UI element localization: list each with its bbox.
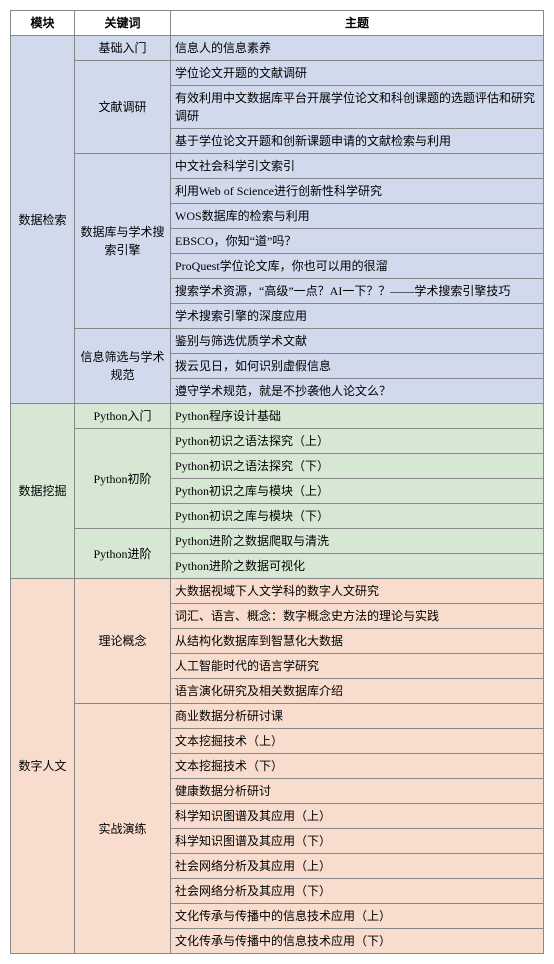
table-row: 信息筛选与学术规范鉴别与筛选优质学术文献 [11,329,544,354]
table-row: 文献调研学位论文开题的文献调研 [11,61,544,86]
topic-cell: Python程序设计基础 [171,404,544,429]
topic-cell: WOS数据库的检索与利用 [171,204,544,229]
topic-cell: 大数据视域下人文学科的数字人文研究 [171,579,544,604]
topic-cell: 从结构化数据库到智慧化大数据 [171,629,544,654]
table-row: Python初阶Python初识之语法探究（上） [11,429,544,454]
topic-cell: 信息人的信息素养 [171,36,544,61]
keyword-cell: Python入门 [75,404,171,429]
topic-cell: 语言演化研究及相关数据库介绍 [171,679,544,704]
table-row: 数字人文理论概念大数据视域下人文学科的数字人文研究 [11,579,544,604]
keyword-cell: 实战演练 [75,704,171,954]
header-topic: 主题 [171,11,544,36]
topic-cell: 文化传承与传播中的信息技术应用（上） [171,904,544,929]
topic-cell: 科学知识图谱及其应用（下） [171,829,544,854]
module-cell: 数据挖掘 [11,404,75,579]
topic-cell: ProQuest学位论文库，你也可以用的很溜 [171,254,544,279]
header-module: 模块 [11,11,75,36]
topic-cell: 鉴别与筛选优质学术文献 [171,329,544,354]
topic-cell: 文本挖掘技术（上） [171,729,544,754]
topic-cell: Python初识之语法探究（下） [171,454,544,479]
header-keyword: 关键词 [75,11,171,36]
topic-cell: Python进阶之数据爬取与清洗 [171,529,544,554]
keyword-cell: 理论概念 [75,579,171,704]
topic-cell: 利用Web of Science进行创新性科学研究 [171,179,544,204]
module-cell: 数字人文 [11,579,75,954]
table-row: 数据检索基础入门信息人的信息素养 [11,36,544,61]
keyword-cell: 信息筛选与学术规范 [75,329,171,404]
topic-cell: 学术搜索引擎的深度应用 [171,304,544,329]
topic-cell: 学位论文开题的文献调研 [171,61,544,86]
topic-cell: 商业数据分析研讨课 [171,704,544,729]
topic-cell: 搜索学术资源，“高级”一点？AI一下？？——学术搜索引擎技巧 [171,279,544,304]
table-row: 数据库与学术搜索引擎中文社会科学引文索引 [11,154,544,179]
topic-cell: 文化传承与传播中的信息技术应用（下） [171,929,544,954]
topic-cell: 有效利用中文数据库平台开展学位论文和科创课题的选题评估和研究调研 [171,86,544,129]
keyword-cell: 数据库与学术搜索引擎 [75,154,171,329]
topic-cell: 拨云见日，如何识别虚假信息 [171,354,544,379]
table-row: 数据挖掘Python入门Python程序设计基础 [11,404,544,429]
topic-cell: 基于学位论文开题和创新课题申请的文献检索与利用 [171,129,544,154]
keyword-cell: 基础入门 [75,36,171,61]
topic-cell: Python初识之库与模块（上） [171,479,544,504]
topic-cell: Python初识之语法探究（上） [171,429,544,454]
topic-cell: 社会网络分析及其应用（下） [171,879,544,904]
topic-cell: EBSCO，你知“道”吗？ [171,229,544,254]
keyword-cell: Python进阶 [75,529,171,579]
topic-cell: 健康数据分析研讨 [171,779,544,804]
topic-cell: 遵守学术规范，就是不抄袭他人论文么？ [171,379,544,404]
topic-cell: 文本挖掘技术（下） [171,754,544,779]
topic-cell: Python进阶之数据可视化 [171,554,544,579]
topic-cell: 词汇、语言、概念：数字概念史方法的理论与实践 [171,604,544,629]
topic-cell: 中文社会科学引文索引 [171,154,544,179]
topic-cell: 人工智能时代的语言学研究 [171,654,544,679]
table-row: Python进阶Python进阶之数据爬取与清洗 [11,529,544,554]
keyword-cell: Python初阶 [75,429,171,529]
module-cell: 数据检索 [11,36,75,404]
curriculum-table: 模块 关键词 主题 数据检索基础入门信息人的信息素养文献调研学位论文开题的文献调… [10,10,544,954]
table-row: 实战演练商业数据分析研讨课 [11,704,544,729]
topic-cell: Python初识之库与模块（下） [171,504,544,529]
topic-cell: 社会网络分析及其应用（上） [171,854,544,879]
header-row: 模块 关键词 主题 [11,11,544,36]
keyword-cell: 文献调研 [75,61,171,154]
topic-cell: 科学知识图谱及其应用（上） [171,804,544,829]
